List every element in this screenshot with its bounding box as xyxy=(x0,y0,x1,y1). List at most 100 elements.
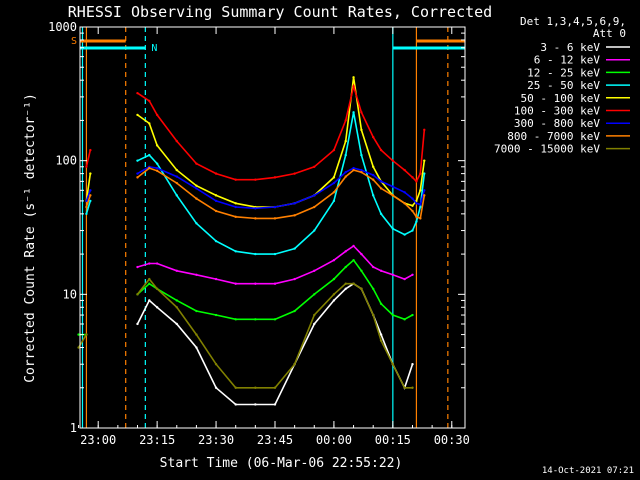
series-3-point xyxy=(136,159,139,162)
series-3-point xyxy=(415,220,418,223)
series-7-point xyxy=(415,215,418,219)
series-1-point xyxy=(254,282,257,285)
series-8-point xyxy=(77,346,80,349)
series-7-point xyxy=(419,217,422,220)
legend-label: 6 - 12 keV xyxy=(534,54,601,67)
series-1-point xyxy=(391,273,395,277)
series-8-point xyxy=(360,287,363,291)
series-5-point xyxy=(411,176,414,179)
series-2-point xyxy=(391,313,395,317)
x-tick-label: 00:00 xyxy=(316,433,352,447)
series-3-point xyxy=(175,194,178,197)
series-4-point xyxy=(234,202,237,205)
series-3-line xyxy=(85,200,92,215)
series-0-point xyxy=(344,287,347,291)
series-2-point xyxy=(332,277,336,281)
series-3-point xyxy=(391,227,395,230)
x-tick-label: 00:30 xyxy=(434,433,470,447)
series-7-point xyxy=(313,205,316,209)
series-6-point xyxy=(332,181,336,185)
series-7-point xyxy=(332,191,336,194)
series-4-point xyxy=(332,176,336,179)
series-0-point xyxy=(214,386,218,389)
series-2-point xyxy=(352,259,355,262)
series-3-point xyxy=(313,229,316,232)
legend-header-line: Det 1,3,4,5,6,9, xyxy=(520,15,626,28)
series-5-point xyxy=(175,139,178,143)
series-8-point xyxy=(344,282,347,285)
series-6-point xyxy=(419,203,422,206)
plot-frame xyxy=(79,26,466,429)
series-4-point xyxy=(175,168,178,172)
y-axis: 1 10 100 1000 xyxy=(48,20,465,435)
series-1-point xyxy=(273,282,277,285)
series-4-point xyxy=(372,165,375,168)
series-6-point xyxy=(415,202,418,205)
legend-label: 12 - 25 keV xyxy=(527,66,600,79)
series-5-point xyxy=(415,180,418,183)
series-1-point xyxy=(155,262,159,265)
series-5-line-1 xyxy=(137,83,426,183)
series-3-point xyxy=(273,252,277,256)
series-2-point xyxy=(344,265,347,269)
series-2-point xyxy=(360,269,363,272)
series-4-point xyxy=(360,128,363,132)
series-0-point xyxy=(234,403,237,406)
series-1-point xyxy=(195,273,198,277)
series-7-line xyxy=(85,195,92,208)
series-2-point xyxy=(293,309,296,313)
series-4-point xyxy=(148,122,151,125)
series-2-point xyxy=(148,282,151,285)
series-8-point xyxy=(234,386,237,389)
x-tick-label: 23:00 xyxy=(80,433,116,447)
x-axis-label: Start Time (06-Mar-06 22:55:22) xyxy=(160,456,403,471)
series-8-point xyxy=(379,339,383,342)
series-1-point xyxy=(214,277,218,281)
series-2-point xyxy=(195,309,198,313)
series-7-point xyxy=(352,168,355,172)
series-4-point xyxy=(352,76,355,79)
series-5-point xyxy=(379,148,383,152)
series-4-point xyxy=(195,184,198,187)
series-6-point xyxy=(136,172,139,175)
series-5-point xyxy=(214,172,218,175)
x-tick-label: 00:15 xyxy=(375,433,411,447)
series-6-point xyxy=(155,166,159,170)
series-6-point xyxy=(403,191,406,194)
series-0-point xyxy=(195,346,198,349)
series-0-point xyxy=(136,322,139,326)
legend-label: 7000 - 15000 keV xyxy=(494,143,600,156)
series-8-point xyxy=(391,363,395,366)
x-axis: 23:00 23:15 23:30 23:45 00:00 00:15 00:30 xyxy=(78,27,470,447)
series-3-line-1 xyxy=(137,112,426,255)
y-axis-label: Corrected Count Rate (s⁻¹ detector⁻¹) xyxy=(23,93,38,383)
series-3-point xyxy=(293,247,296,250)
y-tick-label: 1000 xyxy=(48,20,77,34)
legend-label: 100 - 300 keV xyxy=(514,105,600,118)
series-6-point xyxy=(273,205,277,209)
series-0-point xyxy=(254,403,257,406)
series-3-point xyxy=(423,172,426,175)
series-1-point xyxy=(293,277,296,281)
series-5-point xyxy=(89,148,92,152)
series-5-line xyxy=(85,149,92,167)
series-8-point xyxy=(195,333,198,336)
series-1-point xyxy=(175,269,178,272)
series-8-point xyxy=(313,313,316,317)
series-7-point xyxy=(254,217,257,220)
series-6-point xyxy=(89,189,92,192)
series-4-point xyxy=(214,194,218,197)
series-5-point xyxy=(423,128,426,132)
legend-label: 800 - 7000 keV xyxy=(507,130,600,143)
series-6-point xyxy=(195,187,198,190)
series-7-point xyxy=(411,209,414,213)
series-1-point xyxy=(360,252,363,256)
y-tick-label: 1 xyxy=(70,421,77,435)
series-0-point xyxy=(332,299,336,302)
series-1-point xyxy=(372,265,375,269)
series-0-point xyxy=(411,363,414,366)
series-7-point xyxy=(234,215,237,219)
series-0-line xyxy=(136,282,414,406)
series-7-point xyxy=(379,187,383,190)
